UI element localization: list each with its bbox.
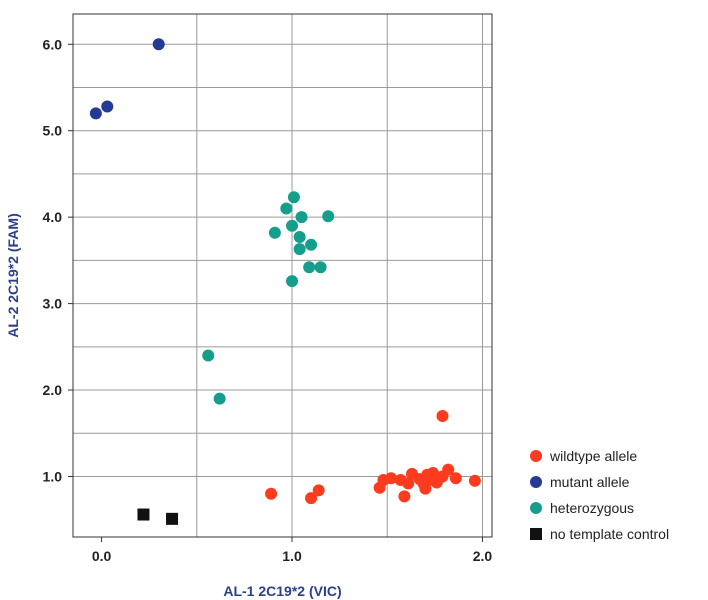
- data-point: [449, 472, 462, 485]
- plot-frame: [72, 13, 493, 538]
- data-point: [398, 490, 411, 503]
- legend-item: heterozygous: [530, 500, 634, 516]
- data-point: [305, 492, 318, 505]
- data-point: [213, 392, 226, 405]
- legend-marker: [530, 476, 542, 488]
- data-point: [137, 508, 150, 521]
- legend-marker: [530, 528, 542, 540]
- y-tick-label: 3.0: [43, 296, 63, 312]
- data-point: [385, 472, 398, 485]
- axis-ticks: 1.0 2.0 3.0 4.0 5.0 6.0 0.0 1.0 2.0: [43, 36, 493, 564]
- data-point: [436, 409, 449, 422]
- data-point: [280, 202, 293, 215]
- x-axis-title: AL-1 2C19*2 (VIC): [223, 583, 341, 599]
- grid-lines: [73, 14, 492, 537]
- data-point: [402, 477, 415, 490]
- data-point: [287, 191, 300, 204]
- data-point: [265, 487, 278, 500]
- data-points: [89, 38, 481, 525]
- legend-item: mutant allele: [530, 474, 630, 490]
- series-heterozygous: [202, 191, 335, 405]
- legend: wildtype allele mutant allele heterozygous…: [530, 448, 669, 542]
- data-point: [101, 100, 114, 113]
- data-point: [303, 261, 316, 274]
- legend-item: no template control: [530, 526, 669, 542]
- y-tick-label: 6.0: [43, 36, 63, 52]
- data-point: [314, 261, 327, 274]
- data-point: [468, 474, 481, 487]
- legend-label: no template control: [550, 526, 669, 542]
- legend-label: wildtype allele: [549, 448, 637, 464]
- x-tick-label: 0.0: [92, 548, 112, 564]
- data-point: [202, 349, 215, 362]
- y-tick-label: 2.0: [43, 382, 63, 398]
- y-tick-label: 1.0: [43, 468, 63, 484]
- data-point: [89, 107, 102, 120]
- data-point: [286, 275, 299, 288]
- legend-item: wildtype allele: [530, 448, 637, 464]
- y-tick-label: 4.0: [43, 209, 63, 225]
- data-point: [442, 463, 455, 476]
- data-point: [312, 484, 325, 497]
- data-point: [293, 243, 306, 256]
- data-point: [295, 211, 308, 224]
- x-tick-label: 2.0: [473, 548, 493, 564]
- series-mutant-allele: [89, 38, 165, 120]
- data-point: [268, 226, 281, 239]
- legend-marker: [530, 450, 542, 462]
- series-no-template-control: [137, 508, 179, 525]
- data-point: [426, 467, 439, 480]
- data-point: [166, 512, 179, 525]
- data-point: [293, 231, 306, 244]
- legend-label: heterozygous: [550, 500, 634, 516]
- data-point: [286, 219, 299, 232]
- y-axis-title: AL-2 2C19*2 (FAM): [5, 213, 21, 337]
- data-point: [305, 238, 318, 251]
- x-tick-label: 1.0: [282, 548, 302, 564]
- y-tick-label: 5.0: [43, 123, 63, 139]
- data-point: [152, 38, 165, 51]
- series-wildtype-allele: [265, 409, 481, 505]
- data-point: [322, 210, 335, 223]
- legend-marker: [530, 502, 542, 514]
- legend-label: mutant allele: [550, 474, 630, 490]
